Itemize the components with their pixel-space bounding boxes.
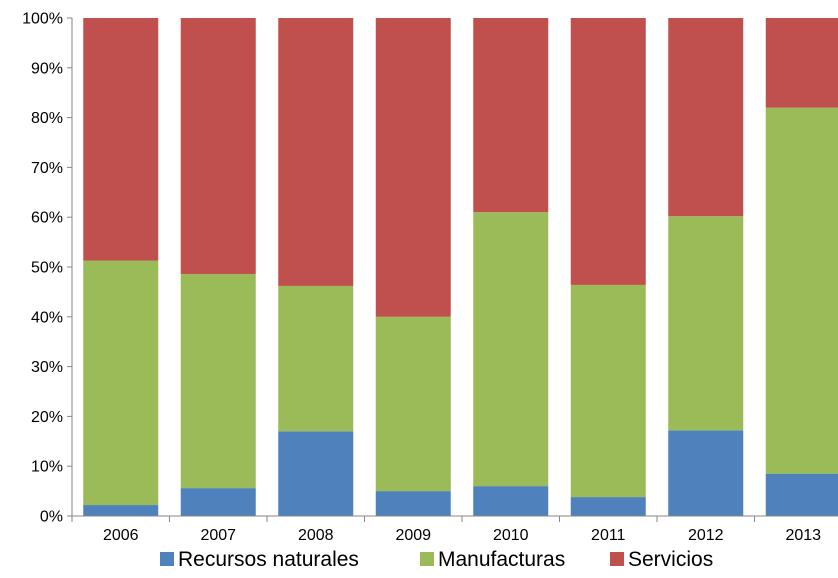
- bar-manufacturas-2006: [83, 260, 159, 506]
- bar-servicios-2006: [83, 18, 159, 261]
- x-tick-label: 2007: [200, 527, 236, 544]
- y-axis: 0% 10% 20% 30% 40% 50% 60% 70% 80% 90% 100%: [22, 11, 73, 526]
- legend-swatch-manufacturas: [420, 552, 434, 566]
- bar-servicios-2011: [570, 18, 646, 285]
- bar-recursos-naturales-2007: [180, 488, 256, 516]
- x-tick-label: 2013: [785, 527, 821, 544]
- y-tick-label: 60%: [31, 210, 63, 227]
- bar-servicios-2013: [765, 18, 838, 108]
- x-tick-label: 2012: [688, 527, 724, 544]
- bar-servicios-2007: [180, 18, 256, 274]
- x-tick-label: 2006: [103, 527, 139, 544]
- y-tick-label: 20%: [31, 409, 63, 426]
- bar-manufacturas-2012: [668, 216, 744, 431]
- legend-label-servicios: Servicios: [628, 548, 713, 571]
- y-tick-label: 50%: [31, 260, 63, 277]
- legend-swatch-servicios: [610, 552, 624, 566]
- x-tick-label: 2009: [395, 527, 431, 544]
- bar-manufacturas-2009: [375, 316, 451, 492]
- x-tick-label: 2008: [298, 527, 334, 544]
- bar-recursos-naturales-2013: [765, 473, 838, 516]
- bar-recursos-naturales-2011: [570, 497, 646, 516]
- bar-recursos-naturales-2006: [83, 505, 159, 516]
- y-tick-label: 10%: [31, 459, 63, 476]
- x-tick-label: 2011: [591, 527, 626, 544]
- legend-label-recursos-naturales: Recursos naturales: [178, 548, 359, 571]
- legend-swatch-recursos-naturales: [160, 552, 174, 566]
- bar-recursos-naturales-2008: [278, 431, 354, 516]
- bar-manufacturas-2008: [278, 285, 354, 432]
- x-tick-label: 2010: [493, 527, 529, 544]
- bar-manufacturas-2013: [765, 107, 838, 474]
- bar-servicios-2008: [278, 18, 354, 286]
- bar-manufacturas-2010: [473, 212, 549, 487]
- y-tick-label: 90%: [31, 60, 63, 77]
- y-tick-label: 40%: [31, 309, 63, 326]
- bar-recursos-naturales-2009: [375, 491, 451, 516]
- bar-servicios-2012: [668, 18, 744, 217]
- bar-manufacturas-2007: [180, 273, 256, 489]
- bar-servicios-2010: [473, 18, 549, 213]
- bar-recursos-naturales-2012: [668, 430, 744, 516]
- legend: Recursos naturales Manufacturas Servicios: [160, 548, 713, 571]
- y-tick-label: 80%: [31, 110, 63, 127]
- y-tick-label: 100%: [22, 11, 63, 28]
- y-tick-label: 70%: [31, 160, 63, 177]
- bar-servicios-2009: [375, 18, 451, 317]
- bar-recursos-naturales-2010: [473, 486, 549, 516]
- legend-label-manufacturas: Manufacturas: [438, 548, 565, 571]
- y-tick-label: 0%: [40, 509, 63, 526]
- y-tick-label: 30%: [31, 359, 63, 376]
- plot-area: [83, 18, 838, 516]
- x-axis: 2006 2007 2008 2009 2010 2011 2012 2013: [71, 515, 838, 544]
- bar-manufacturas-2011: [570, 284, 646, 498]
